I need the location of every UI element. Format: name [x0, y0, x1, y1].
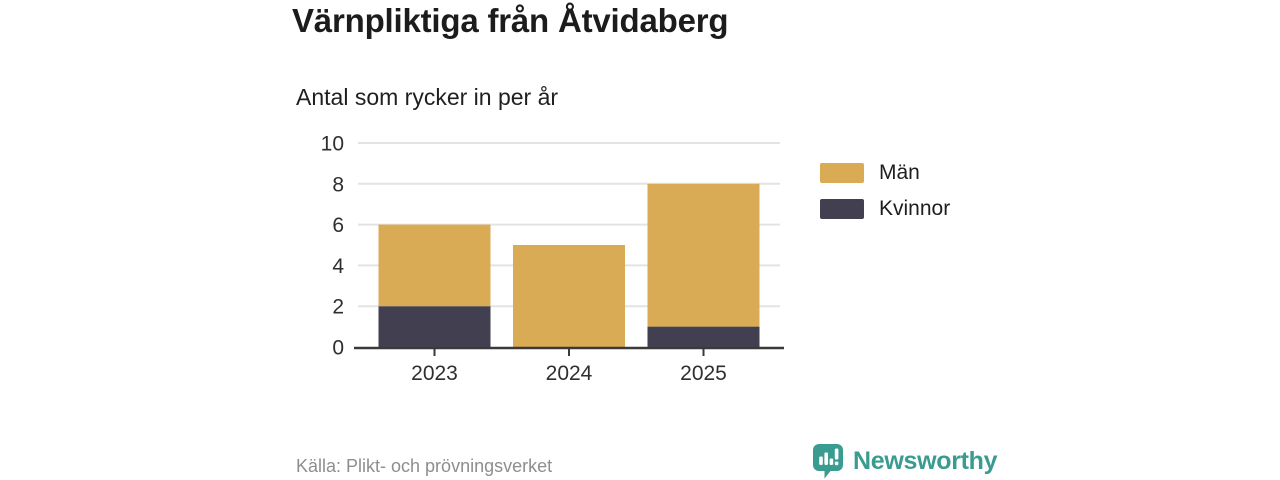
- legend-swatch-men: [820, 163, 864, 183]
- legend-swatch-women: [820, 199, 864, 219]
- chart-subtitle: Antal som rycker in per år: [296, 84, 559, 110]
- svg-text:6: 6: [332, 214, 344, 237]
- svg-text:0: 0: [332, 337, 344, 360]
- source-attribution: Källa: Plikt- och prövningsverket: [296, 456, 553, 476]
- svg-text:2023: 2023: [411, 362, 458, 385]
- legend-label-men: Män: [879, 161, 920, 184]
- svg-text:2025: 2025: [680, 362, 727, 385]
- legend-item-men: Män: [820, 161, 950, 185]
- svg-text:2: 2: [332, 296, 344, 319]
- newsworthy-logo: Newsworthy: [812, 443, 998, 479]
- page-title: Värnpliktiga från Åtvidaberg: [292, 2, 729, 39]
- svg-text:4: 4: [332, 255, 344, 278]
- legend-item-women: Kvinnor: [820, 197, 950, 221]
- legend-label-women: Kvinnor: [879, 197, 951, 220]
- svg-text:8: 8: [332, 173, 344, 196]
- chart-legend: Män Kvinnor: [820, 161, 950, 233]
- svg-text:10: 10: [321, 133, 344, 156]
- newsworthy-icon: [813, 444, 843, 479]
- stacked-bar-chart: 0 2 4 6 8 10 2023 2024 2025: [321, 133, 784, 385]
- brand-name: Newsworthy: [853, 446, 998, 475]
- svg-text:2024: 2024: [546, 362, 593, 385]
